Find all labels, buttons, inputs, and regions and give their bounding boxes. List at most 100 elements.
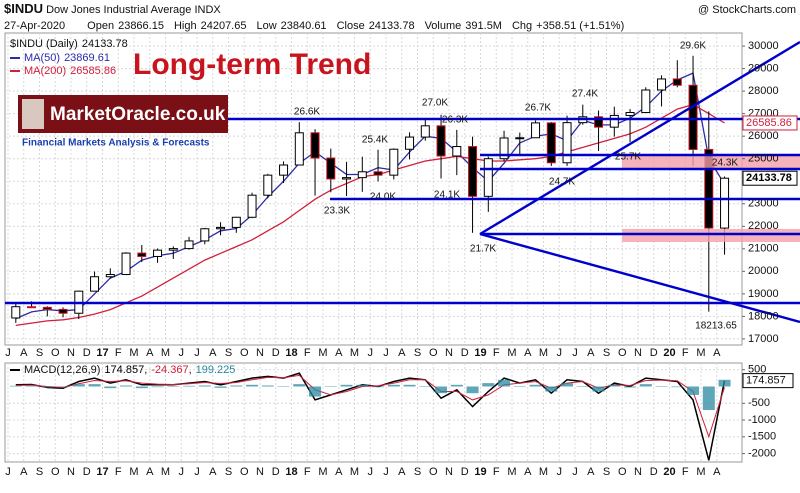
x-tick-label: J [179, 347, 185, 359]
histogram-bar [466, 386, 479, 394]
y-tick-label: -1500 [748, 431, 776, 443]
histogram-bar [167, 386, 180, 387]
candle-body [184, 240, 194, 250]
x-tick-label: A [146, 466, 154, 478]
candle-body [688, 84, 698, 150]
x-tick-label: M [539, 347, 548, 359]
histogram-bar [702, 386, 715, 410]
field-value: 23866.15 [118, 20, 164, 32]
x-tick-label: A [524, 466, 532, 478]
x-tick-label: A [587, 347, 595, 359]
candle-body [704, 148, 714, 229]
legend-name: $INDU (Daily) [10, 38, 78, 50]
legend-entry: $INDU (Daily) 24133.78 [10, 38, 128, 50]
price-annotation: 18213.65 [695, 321, 737, 332]
histogram-bar [356, 384, 369, 387]
field-label: Open [87, 20, 114, 32]
x-tick-label: M [696, 466, 705, 478]
x-tick-label: S [603, 466, 610, 478]
field-value: 24133.78 [369, 20, 415, 32]
legend-value: 24133.78 [82, 38, 128, 50]
x-tick-label: S [414, 466, 421, 478]
price-annotation: 26.7K [525, 103, 551, 114]
histogram-bar [387, 384, 400, 387]
field-value: 24207.65 [201, 20, 247, 32]
x-tick-label: O [429, 466, 438, 478]
value-box [742, 170, 798, 186]
field-value: 23840.61 [281, 20, 327, 32]
header-fields: 27-Apr-2020 Open 23866.15 High 24207.65 Low 23… [4, 20, 624, 32]
x-tick-label: D [650, 466, 658, 478]
histogram-bar [183, 385, 196, 387]
x-tick-label: J [572, 466, 578, 478]
field-value: 391.5M [465, 20, 502, 32]
x-tick-label: M [696, 347, 705, 359]
y-tick-label: -1000 [748, 414, 776, 426]
histogram-bar [151, 386, 164, 388]
overlay-title: Long-term Trend [133, 48, 371, 81]
price-annotation: 21.7K [470, 244, 496, 255]
histogram-bar [450, 384, 463, 387]
header-title: $INDU Dow Jones Industrial Average INDX [4, 1, 221, 16]
x-tick-label: D [272, 347, 280, 359]
histogram-bar [498, 379, 511, 387]
x-tick-label: A [335, 466, 343, 478]
x-tick-label: J [572, 347, 578, 359]
price-annotation: 29.6K [680, 41, 706, 52]
x-tick-label: M [350, 466, 359, 478]
y-tick-label: 18000 [748, 310, 779, 322]
candle-body [310, 132, 320, 159]
x-tick-label: 20 [663, 466, 675, 478]
legend-value: 23869.61 [64, 52, 110, 64]
histogram-bar [309, 386, 322, 397]
price-annotation: 26.3K [442, 115, 468, 126]
y-tick-label: 500 [748, 364, 766, 376]
candle-body [609, 114, 619, 128]
x-tick-label: S [225, 466, 232, 478]
x-tick-label: F [493, 347, 500, 359]
y-tick-label: 19000 [748, 288, 779, 300]
x-tick-label: O [240, 347, 249, 359]
histogram-bar [104, 386, 117, 389]
histogram-bar [324, 386, 337, 387]
candle-body [625, 112, 635, 116]
histogram-bar [135, 386, 148, 389]
histogram-bar [608, 384, 621, 387]
candle-body [452, 146, 462, 157]
histogram-bar [198, 385, 211, 387]
field-label: Low [256, 20, 276, 32]
x-tick-label: A [20, 347, 28, 359]
candle-body [342, 177, 352, 180]
y-tick-label: 26000 [748, 130, 779, 142]
legend-entry: MACD(12,26,9) 174.857, -24.367, 199.225 [24, 364, 235, 376]
x-tick-label: M [507, 466, 516, 478]
x-tick-label: N [634, 347, 642, 359]
macd-panel [4, 362, 743, 463]
x-tick-label: F [682, 347, 689, 359]
candle-body [483, 158, 493, 197]
x-tick-label: A [587, 466, 595, 478]
x-tick-label: D [83, 347, 91, 359]
x-tick-label: M [161, 466, 170, 478]
candle-body [546, 122, 556, 164]
name: Dow Jones Industrial Average [46, 4, 191, 16]
histogram-bar [671, 386, 684, 388]
legend-value: -24.367 [151, 364, 188, 376]
x-tick-label: N [634, 466, 642, 478]
x-tick-label: S [414, 347, 421, 359]
x-tick-label: S [36, 347, 43, 359]
histogram-bar [561, 383, 574, 387]
candle-body [405, 136, 415, 150]
x-tick-label: O [618, 466, 627, 478]
exchange: INDX [194, 4, 221, 16]
x-tick-label: J [5, 466, 11, 478]
field-label: Chg [512, 20, 532, 32]
candle-body [168, 248, 178, 251]
y-tick-label: 23000 [748, 198, 779, 210]
value-box [742, 115, 798, 131]
x-tick-label: F [115, 347, 122, 359]
x-tick-label: A [209, 466, 217, 478]
x-tick-label: M [161, 347, 170, 359]
candle-body [657, 78, 667, 91]
candle-body [105, 273, 115, 278]
